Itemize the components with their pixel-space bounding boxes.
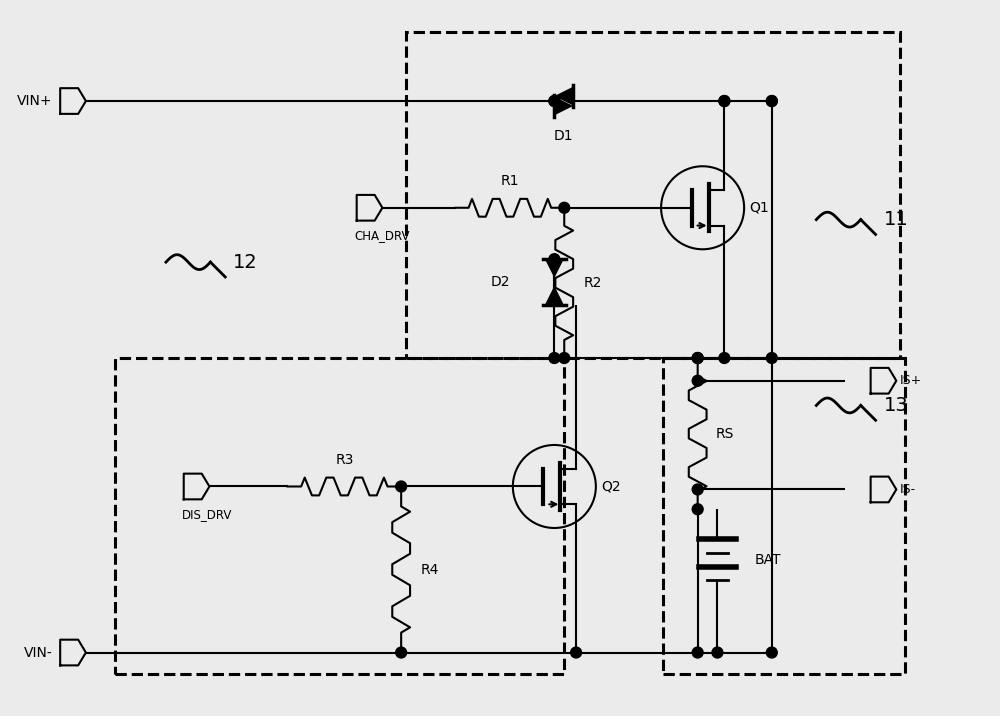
Bar xyxy=(115,358,564,674)
Polygon shape xyxy=(554,97,573,115)
Circle shape xyxy=(766,647,777,658)
Circle shape xyxy=(692,375,703,386)
Circle shape xyxy=(692,352,703,364)
Circle shape xyxy=(766,352,777,364)
Circle shape xyxy=(692,647,703,658)
Text: BAT: BAT xyxy=(755,553,781,566)
Polygon shape xyxy=(545,286,564,304)
Circle shape xyxy=(549,352,560,364)
Bar xyxy=(663,358,905,674)
Bar xyxy=(406,32,900,358)
Text: D2: D2 xyxy=(490,275,510,289)
Circle shape xyxy=(559,352,570,364)
Circle shape xyxy=(559,203,570,213)
Circle shape xyxy=(396,647,407,658)
Text: RS: RS xyxy=(715,427,734,440)
Text: CHA_DRV: CHA_DRV xyxy=(355,230,410,243)
Text: IS-: IS- xyxy=(899,483,915,496)
Text: D1: D1 xyxy=(554,129,574,142)
Text: Q1: Q1 xyxy=(749,200,769,215)
Circle shape xyxy=(692,504,703,515)
Text: VIN+: VIN+ xyxy=(17,94,52,108)
Text: R2: R2 xyxy=(584,276,602,290)
Circle shape xyxy=(766,96,777,107)
Circle shape xyxy=(571,647,582,658)
Text: R3: R3 xyxy=(335,453,354,467)
Text: Q2: Q2 xyxy=(601,480,620,493)
Circle shape xyxy=(549,96,560,107)
Polygon shape xyxy=(554,87,573,105)
Text: 11: 11 xyxy=(883,210,908,229)
Circle shape xyxy=(692,484,703,495)
Text: VIN-: VIN- xyxy=(24,646,52,659)
Circle shape xyxy=(692,352,703,364)
Text: 12: 12 xyxy=(233,253,258,271)
Circle shape xyxy=(719,96,730,107)
Text: IS+: IS+ xyxy=(899,374,922,387)
Circle shape xyxy=(549,253,560,265)
Circle shape xyxy=(766,96,777,107)
Circle shape xyxy=(719,352,730,364)
Polygon shape xyxy=(545,259,564,278)
Text: DIS_DRV: DIS_DRV xyxy=(182,508,232,521)
Circle shape xyxy=(719,96,730,107)
Circle shape xyxy=(712,647,723,658)
Text: R1: R1 xyxy=(501,174,519,188)
Text: R4: R4 xyxy=(421,563,439,576)
Circle shape xyxy=(549,96,560,107)
Circle shape xyxy=(396,481,407,492)
Text: 13: 13 xyxy=(883,396,908,415)
